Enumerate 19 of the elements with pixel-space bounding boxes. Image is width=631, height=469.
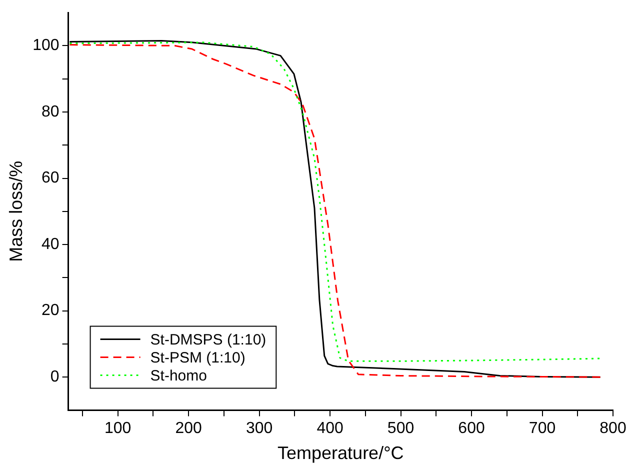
y-tick-label: 20 xyxy=(42,302,60,320)
x-tick-label: 600 xyxy=(458,420,485,438)
x-tick-label: 800 xyxy=(600,420,626,438)
y-axis-title: Mass loss/% xyxy=(6,160,26,262)
legend-label: St-homo xyxy=(150,367,207,384)
legend-label: St-DMSPS (1:10) xyxy=(150,331,266,348)
y-tick-label: 60 xyxy=(42,170,60,187)
y-tick-label: 100 xyxy=(32,37,60,54)
x-tick-label: 300 xyxy=(246,420,273,438)
y-tick-label: 0 xyxy=(50,368,60,386)
x-axis-title: Temperature/°C xyxy=(278,443,404,464)
y-tick-label: 80 xyxy=(42,103,60,120)
y-tick-label: 40 xyxy=(42,236,60,253)
x-tick-label: 200 xyxy=(175,420,202,438)
x-tick-label: 700 xyxy=(528,420,556,438)
x-tick-label: 500 xyxy=(387,420,414,438)
x-tick-label: 400 xyxy=(316,420,344,438)
legend-label: St-PSM (1:10) xyxy=(150,349,246,366)
x-tick-label: 100 xyxy=(104,420,132,438)
